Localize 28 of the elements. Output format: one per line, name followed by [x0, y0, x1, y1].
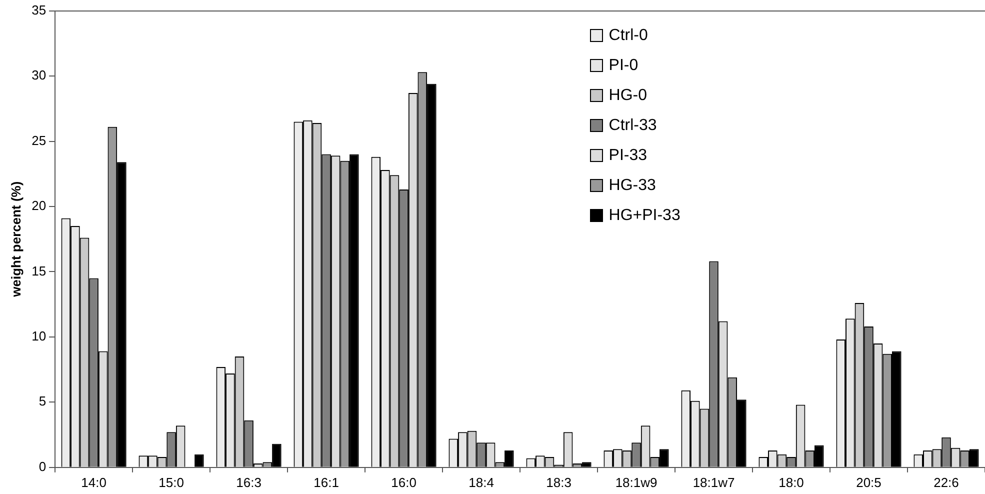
y-tick-label: 15	[32, 263, 46, 278]
y-tick-label: 25	[32, 132, 46, 148]
x-tick-label: 18:1w7	[692, 474, 735, 490]
legend-label: PI-0	[608, 56, 638, 75]
x-tick-label: 16:0	[391, 474, 416, 490]
legend-label: Ctrl-33	[608, 116, 657, 135]
x-tick-label: 16:1	[314, 474, 339, 490]
x-tick-label: 22:6	[934, 474, 959, 490]
y-tick-label: 0	[38, 458, 46, 474]
y-tick-label: 30	[32, 68, 46, 83]
x-tick-label: 18:3	[546, 474, 572, 490]
y-tick-label: 5	[38, 394, 46, 409]
x-tick-label: 18:1w9	[615, 474, 658, 490]
legend-label: Ctrl-0	[608, 26, 648, 45]
y-tick-label: 10	[32, 328, 46, 344]
x-tick-label: 15:0	[158, 474, 184, 490]
legend-label: HG-0	[608, 86, 647, 105]
x-tick-label: 18:0	[778, 474, 804, 490]
y-axis-title: weight percent (%)	[8, 181, 24, 298]
y-tick-label: 35	[32, 2, 46, 18]
y-tick-label: 20	[32, 198, 46, 214]
legend-label: HG+PI-33	[608, 206, 680, 225]
legend-label: PI-33	[608, 146, 648, 165]
legend-label: HG-33	[608, 176, 656, 195]
x-tick-label: 20:5	[856, 474, 882, 490]
x-tick-label: 14:0	[81, 474, 106, 490]
x-tick-label: 18:4	[468, 474, 494, 490]
x-tick-label: 16:3	[236, 474, 262, 490]
